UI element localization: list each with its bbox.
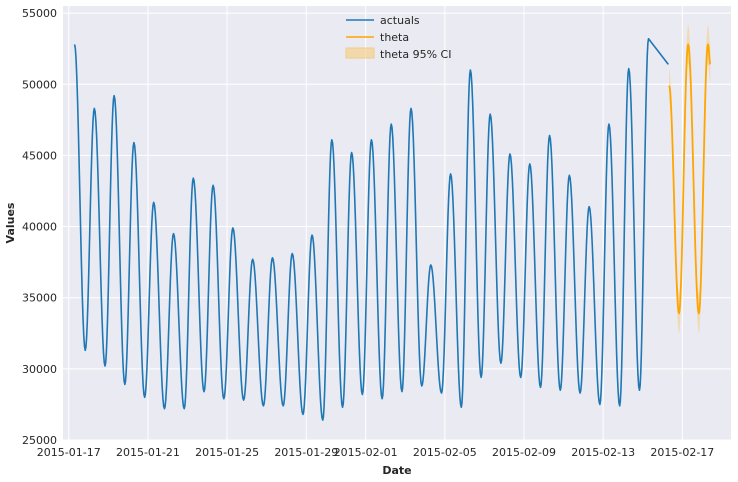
y-tick-label: 35000	[22, 292, 57, 305]
y-tick-label: 55000	[22, 7, 57, 20]
x-tick-label: 2015-02-17	[650, 446, 714, 459]
series-layer	[73, 24, 712, 421]
y-axis-title: Values	[4, 202, 17, 243]
x-tick-labels: 2015-01-17 2015-01-21 2015-01-25 2015-01-29…	[37, 446, 715, 459]
x-tick-label: 2015-02-13	[571, 446, 635, 459]
legend-label-actuals: actuals	[380, 14, 420, 27]
theta-line	[668, 43, 712, 315]
y-tick-label: 50000	[22, 78, 57, 91]
x-tick-label: 2015-01-17	[37, 446, 101, 459]
legend-label-theta: theta	[380, 31, 409, 44]
actuals-line	[73, 37, 669, 421]
legend-label-ci: theta 95% CI	[380, 48, 451, 61]
y-tick-label: 40000	[22, 221, 57, 234]
plot-background	[63, 6, 731, 440]
x-tick-label: 2015-01-21	[116, 446, 180, 459]
grid-lines	[63, 6, 731, 441]
x-tick-label: 2015-02-01	[334, 446, 398, 459]
legend-swatch-ci	[345, 47, 375, 59]
y-tick-label: 30000	[22, 363, 57, 376]
y-tick-label: 25000	[22, 434, 57, 447]
x-tick-label: 2015-01-25	[195, 446, 259, 459]
y-tick-label: 45000	[22, 149, 57, 162]
x-tick-label: 2015-02-05	[413, 446, 477, 459]
x-axis-title: Date	[382, 464, 411, 477]
x-tick-label: 2015-01-29	[274, 446, 338, 459]
x-tick-label: 2015-02-09	[492, 446, 556, 459]
y-tick-labels: 25000 30000 35000 40000 45000 50000 55000	[22, 7, 57, 447]
legend: actuals theta theta 95% CI	[345, 14, 451, 61]
